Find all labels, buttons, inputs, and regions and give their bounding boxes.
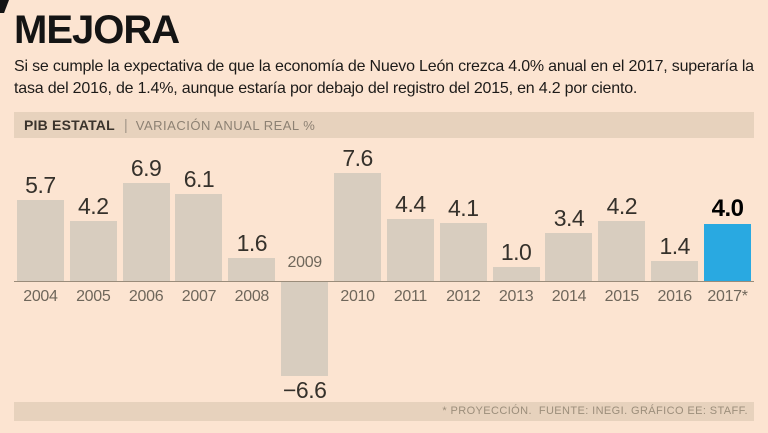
x-tick-label: 2011 — [393, 288, 428, 305]
x-tick-label: 2010 — [340, 288, 375, 305]
bar-2006 — [122, 183, 170, 281]
x-tick-label: 2005 — [76, 288, 111, 305]
chart-column-2016: 1.4 2016 — [648, 140, 701, 402]
bar-2017 — [704, 224, 752, 281]
chart-column-2010: 7.6 2010 — [331, 140, 384, 402]
chart-column-2004: 5.7 2004 — [14, 140, 67, 402]
bar-value-label: 1.4 — [659, 233, 690, 260]
bar-2012 — [439, 222, 487, 281]
bar-2013 — [492, 266, 540, 281]
chart-column-2007: 6.1 2007 — [173, 140, 226, 402]
x-tick-label: 2013 — [498, 288, 534, 305]
chart-description: Si se cumple la expectativa de que la ec… — [14, 58, 754, 97]
bar-value-label: 4.0 — [711, 195, 744, 223]
x-axis-line — [14, 281, 754, 282]
bar-value-label: 4.4 — [395, 190, 426, 217]
bar-2011 — [386, 218, 434, 281]
x-tick-label: 2014 — [551, 288, 587, 305]
x-tick-label: 2017* — [707, 288, 748, 305]
chart-column-2012: 4.1 2012 — [437, 140, 490, 402]
band-separator: | — [123, 116, 128, 134]
bar-2009 — [281, 282, 329, 376]
x-tick-label: 2007 — [181, 288, 217, 305]
chart-column-2009: −6.6 2009 — [278, 140, 331, 403]
bar-value-label: 4.1 — [448, 194, 479, 221]
bar-value-label: 5.7 — [25, 172, 56, 199]
chart-subtitle-label: VARIACIÓN ANUAL REAL % — [135, 117, 316, 133]
chart-column-2013: 1.0 2013 — [490, 140, 543, 402]
bar-value-label: 4.2 — [78, 193, 109, 220]
chart-column-2011: 4.4 2011 — [384, 140, 437, 402]
x-tick-label: 2009 — [287, 254, 323, 271]
bar-value-label: −6.6 — [283, 376, 327, 403]
x-tick-label: 2012 — [446, 288, 481, 305]
bar-2015 — [598, 221, 646, 281]
bar-value-label: 1.6 — [236, 230, 268, 257]
chart-column-2006: 6.9 2006 — [120, 140, 173, 402]
bar-value-label: 6.9 — [130, 155, 162, 182]
x-tick-label: 2016 — [657, 288, 693, 305]
bar-2014 — [545, 232, 593, 281]
bar-2016 — [651, 261, 699, 281]
bar-value-label: 3.4 — [553, 204, 585, 231]
bar-2008 — [228, 258, 276, 281]
source-note: * PROYECCIÓN. FUENTE: INEGI. GRÁFICO EE:… — [14, 402, 754, 421]
x-tick-label: 2004 — [23, 288, 58, 305]
chart-column-2015: 4.2 2015 — [595, 140, 648, 402]
corner-mark — [0, 0, 9, 13]
x-tick-label: 2006 — [128, 288, 164, 305]
chart-column-2017: 4.0 2017* — [701, 140, 754, 402]
bar-value-label: 6.1 — [183, 166, 215, 193]
bar-2004 — [16, 200, 64, 281]
bar-2005 — [69, 221, 117, 281]
chart-column-2005: 4.2 2005 — [67, 140, 120, 402]
chart-header-band: PIB ESTATAL | VARIACIÓN ANUAL REAL % — [14, 112, 754, 138]
bar-value-label: 1.0 — [500, 238, 532, 265]
x-tick-label: 2015 — [604, 288, 640, 305]
chart-column-2008: 1.6 2008 — [225, 140, 278, 402]
bar-value-label: 7.6 — [342, 145, 373, 172]
x-tick-label: 2008 — [234, 288, 270, 305]
page-title: MEJORA — [14, 8, 180, 52]
chart-column-2014: 3.4 2014 — [543, 140, 596, 402]
bar-2010 — [334, 173, 382, 281]
bar-value-label: 4.2 — [606, 193, 638, 220]
bar-chart: 5.7 2004 4.2 2005 6.9 2006 6.1 2007 1.6 2008 −6.6 2… — [14, 140, 754, 403]
bar-2007 — [175, 194, 223, 281]
chart-title-label: PIB ESTATAL — [24, 117, 115, 133]
